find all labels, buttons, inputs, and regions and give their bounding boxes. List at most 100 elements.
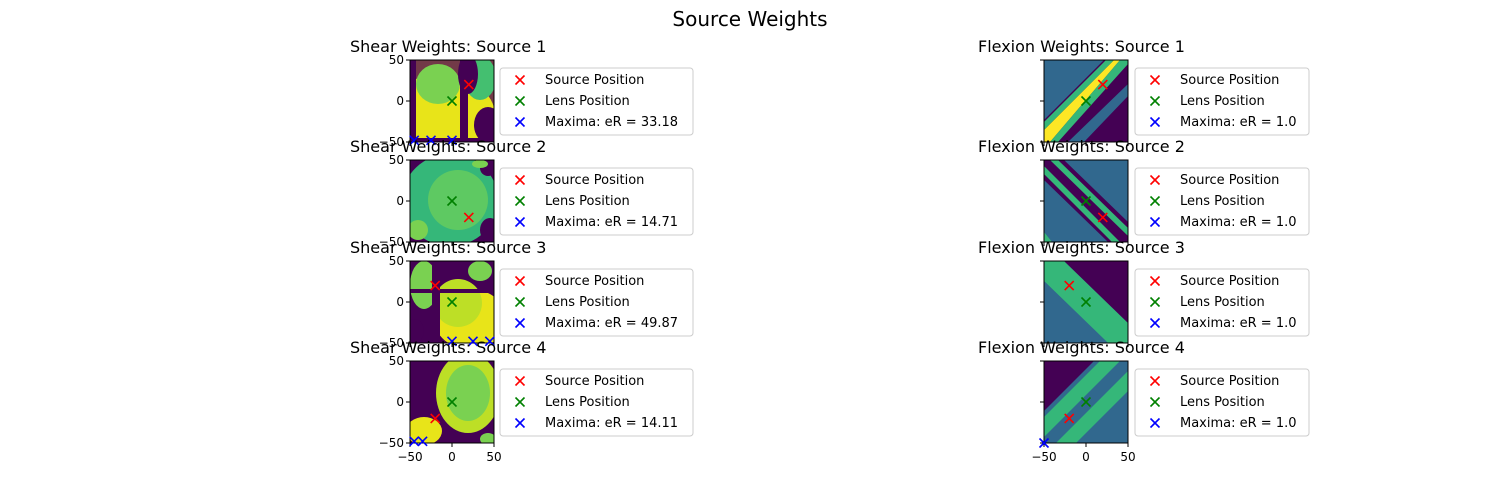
legend-source-marker	[1149, 275, 1161, 287]
y-tick-label: 0	[396, 295, 404, 309]
legend-box	[1134, 368, 1310, 437]
legend-source-marker	[514, 275, 526, 287]
y-tick-label: 0	[396, 395, 404, 409]
x-tick-label: −50	[397, 450, 422, 464]
legend-source-label: Source Position	[545, 73, 644, 88]
lens-position-marker	[1080, 195, 1092, 207]
subplot-flexion-1: Flexion Weights: Source 1 Source Position…	[978, 37, 1310, 146]
subplot-title: Flexion Weights: Source 1	[978, 37, 1185, 56]
legend-maxima-marker	[514, 216, 526, 228]
maxima-marker	[425, 135, 437, 146]
lens-position-marker	[446, 195, 458, 207]
legend-maxima-label: Maxima: eR = 1.0	[1180, 115, 1297, 130]
x-tick-label: −50	[1031, 450, 1056, 464]
legend-source-marker	[1149, 74, 1161, 86]
y-tick-label: 50	[389, 53, 404, 67]
source-position-marker	[463, 212, 474, 223]
subplot-title: Flexion Weights: Source 4	[978, 338, 1185, 357]
legend-lens-label: Lens Position	[1180, 194, 1265, 209]
y-tick-label: 0	[396, 94, 404, 108]
legend-source-label: Source Position	[545, 374, 644, 389]
legend-source-label: Source Position	[1180, 274, 1279, 289]
legend-lens-marker	[514, 195, 526, 207]
legend-maxima-marker	[514, 417, 526, 429]
subplot-title: Shear Weights: Source 4	[350, 338, 546, 357]
subplot-shear-1: 50 0 −50 Shear Weights: Source 1 Source Posi…	[350, 37, 694, 149]
y-tick-label: 50	[389, 254, 404, 268]
legend-maxima-marker	[1149, 317, 1161, 329]
source-position-marker	[1097, 79, 1108, 90]
y-tick-label: 50	[389, 354, 404, 368]
legend-lens-label: Lens Position	[545, 395, 630, 410]
legend-box	[499, 67, 694, 136]
x-tick-label: 50	[1120, 450, 1135, 464]
legend-maxima-label: Maxima: eR = 49.87	[545, 316, 678, 331]
legend-maxima-label: Maxima: eR = 14.11	[545, 416, 678, 431]
lens-position-marker	[1080, 396, 1092, 408]
legend-maxima-label: Maxima: eR = 1.0	[1180, 316, 1297, 331]
heatmap-image	[410, 361, 494, 443]
maxima-marker	[446, 336, 458, 347]
legend-box	[1134, 268, 1310, 337]
legend-maxima-label: Maxima: eR = 1.0	[1180, 215, 1297, 230]
x-tick-label: 0	[448, 450, 456, 464]
x-tick-label: 0	[1082, 450, 1090, 464]
legend-source-label: Source Position	[1180, 73, 1279, 88]
y-tick-label: −50	[379, 135, 404, 149]
x-tick-label: 50	[486, 450, 501, 464]
legend-lens-marker	[514, 396, 526, 408]
legend-source-marker	[514, 174, 526, 186]
legend-maxima-marker	[1149, 417, 1161, 429]
source-position-marker	[1097, 212, 1108, 223]
y-tick-label: −50	[379, 436, 404, 450]
legend-maxima-label: Maxima: eR = 1.0	[1180, 416, 1297, 431]
y-tick-label: 50	[389, 153, 404, 167]
legend-source-marker	[1149, 375, 1161, 387]
legend-source-label: Source Position	[545, 274, 644, 289]
legend: Source Position Lens Position Maxima: eR =…	[499, 67, 694, 136]
legend-box	[1134, 67, 1310, 136]
lens-position-marker	[1080, 95, 1092, 107]
subplot-title: Flexion Weights: Source 3	[978, 238, 1185, 257]
legend-lens-label: Lens Position	[1180, 395, 1265, 410]
lens-position-marker	[1080, 296, 1092, 308]
lens-position-marker	[446, 396, 458, 408]
legend: Source Position Lens Position Maxima: eR =…	[499, 368, 694, 437]
maxima-marker	[409, 135, 420, 146]
legend-lens-marker	[1149, 95, 1161, 107]
legend-source-marker	[1149, 174, 1161, 186]
legend: Source Position Lens Position Maxima: eR =…	[1134, 67, 1310, 136]
maxima-marker	[446, 135, 458, 146]
subplot-title: Shear Weights: Source 3	[350, 238, 546, 257]
source-position-marker	[1064, 413, 1075, 424]
legend-lens-marker	[514, 95, 526, 107]
legend-lens-label: Lens Position	[1180, 94, 1265, 109]
legend: Source Position Lens Position Maxima: eR =…	[499, 167, 694, 236]
legend-source-label: Source Position	[1180, 173, 1279, 188]
legend-lens-label: Lens Position	[1180, 295, 1265, 310]
legend-box	[1134, 167, 1310, 236]
y-tick-label: −50	[379, 235, 404, 249]
legend-maxima-label: Maxima: eR = 33.18	[545, 115, 678, 130]
subplot-grid: 50 0 −50 Shear Weights: Source 1 Source Posi…	[350, 37, 1310, 464]
legend-lens-marker	[1149, 396, 1161, 408]
maxima-marker	[417, 436, 428, 447]
maxima-marker	[409, 436, 420, 447]
maxima-marker	[1038, 437, 1050, 449]
maxima-marker	[484, 336, 495, 347]
subplot-flexion-3: Flexion Weights: Source 3 Source Position…	[978, 238, 1310, 347]
legend-box	[499, 167, 694, 236]
source-position-marker	[430, 280, 441, 291]
legend-lens-marker	[514, 296, 526, 308]
source-position-marker	[1064, 280, 1075, 291]
legend-lens-marker	[1149, 195, 1161, 207]
legend-source-marker	[514, 375, 526, 387]
legend-source-label: Source Position	[545, 173, 644, 188]
subplot-flexion-2: Flexion Weights: Source 2 Source Position…	[978, 137, 1310, 246]
source-position-marker	[430, 413, 441, 424]
figure-title: Source Weights	[672, 7, 827, 31]
legend-lens-label: Lens Position	[545, 94, 630, 109]
